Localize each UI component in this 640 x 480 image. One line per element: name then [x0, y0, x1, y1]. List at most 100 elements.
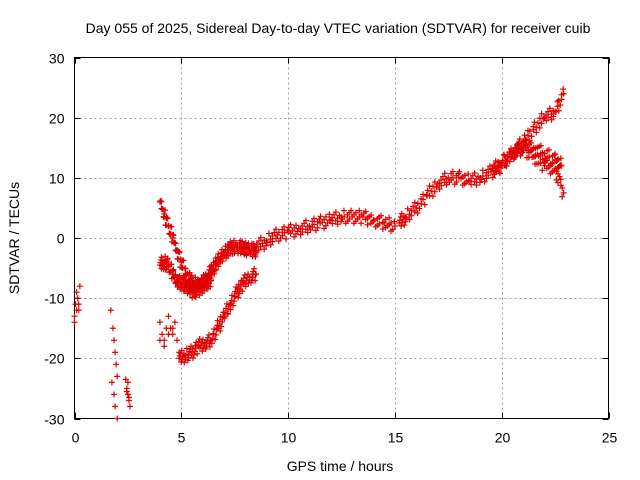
data-point: [203, 339, 210, 346]
data-point: [370, 217, 377, 224]
data-point: [168, 261, 175, 268]
data-point: [497, 164, 504, 171]
data-point: [262, 242, 269, 249]
data-point: [556, 173, 563, 180]
data-point: [551, 151, 558, 158]
series-scatter-0: [71, 283, 83, 326]
data-point: [526, 128, 533, 135]
data-point: [398, 222, 405, 229]
data-point: [205, 334, 211, 341]
data-point: [188, 281, 195, 288]
data-point: [499, 160, 506, 167]
data-point: [282, 235, 289, 242]
data-point: [538, 120, 545, 127]
data-point: [456, 168, 463, 175]
series-cluster-late-low: [509, 140, 567, 200]
data-point: [558, 162, 565, 169]
data-point: [182, 277, 189, 284]
data-point: [179, 356, 186, 363]
data-point: [217, 327, 224, 334]
data-point: [489, 165, 496, 172]
data-point: [314, 224, 321, 231]
data-point: [340, 207, 347, 214]
data-point: [302, 217, 309, 224]
data-point: [299, 228, 306, 235]
data-point: [378, 212, 385, 219]
data-point: [406, 216, 413, 223]
x-axis-label: GPS time / hours: [287, 458, 394, 474]
data-point: [264, 239, 271, 246]
data-point: [557, 155, 564, 162]
data-point: [549, 160, 556, 167]
data-point: [559, 185, 566, 192]
data-point: [535, 119, 542, 126]
data-point: [159, 331, 166, 338]
data-point: [112, 349, 119, 356]
data-point: [443, 181, 450, 188]
data-point: [381, 219, 388, 226]
data-point: [553, 168, 560, 175]
data-point: [197, 342, 204, 349]
series-scatter-1: [107, 307, 121, 422]
data-point: [172, 240, 179, 247]
data-point: [544, 108, 551, 115]
data-point: [207, 283, 214, 290]
data-point: [275, 229, 282, 236]
data-point: [125, 394, 132, 401]
data-point: [76, 283, 83, 290]
data-point: [391, 222, 398, 229]
x-tick-label: 15: [388, 430, 404, 446]
data-point: [414, 200, 421, 207]
data-point: [208, 277, 215, 284]
data-point: [471, 170, 478, 177]
data-point: [481, 178, 488, 185]
data-point: [413, 204, 420, 211]
data-point: [496, 168, 503, 175]
data-point: [224, 310, 231, 317]
data-point: [479, 173, 486, 180]
data-point: [388, 219, 395, 226]
data-point: [176, 272, 183, 279]
data-point: [356, 207, 363, 214]
data-point: [180, 257, 187, 264]
data-point: [156, 337, 163, 344]
data-point: [224, 311, 231, 318]
data-point: [269, 232, 276, 239]
data-point: [429, 193, 436, 200]
data-point: [287, 221, 294, 228]
x-tick-label: 5: [178, 430, 186, 446]
data-point: [426, 192, 433, 199]
data-point: [190, 351, 197, 358]
data-point: [252, 277, 259, 284]
data-point: [161, 343, 168, 350]
data-point: [554, 103, 561, 110]
data-point: [198, 339, 205, 346]
data-point: [219, 318, 226, 325]
data-point: [253, 271, 260, 278]
data-point: [165, 331, 172, 338]
y-axis-tick-labels: -30 -20 -10 0 10 20 30: [44, 51, 64, 428]
data-point: [424, 187, 431, 194]
data-point: [114, 415, 121, 422]
data-point: [184, 357, 191, 364]
data-point: [182, 265, 189, 272]
data-point: [183, 345, 190, 352]
data-point: [514, 141, 521, 148]
data-point: [239, 238, 246, 245]
data-point: [533, 124, 540, 131]
data-point: [478, 176, 485, 183]
data-point: [428, 188, 435, 195]
data-point: [326, 211, 333, 218]
data-point: [559, 193, 566, 200]
data-point: [73, 307, 80, 314]
data-point: [548, 116, 555, 123]
axis-ticks: [74, 57, 610, 420]
data-point: [438, 176, 445, 183]
data-point: [265, 230, 272, 237]
data-point: [557, 162, 564, 169]
data-point: [174, 337, 181, 344]
data-point: [250, 268, 257, 275]
data-point: [252, 271, 259, 278]
data-point: [536, 124, 543, 131]
data-point: [554, 170, 561, 177]
